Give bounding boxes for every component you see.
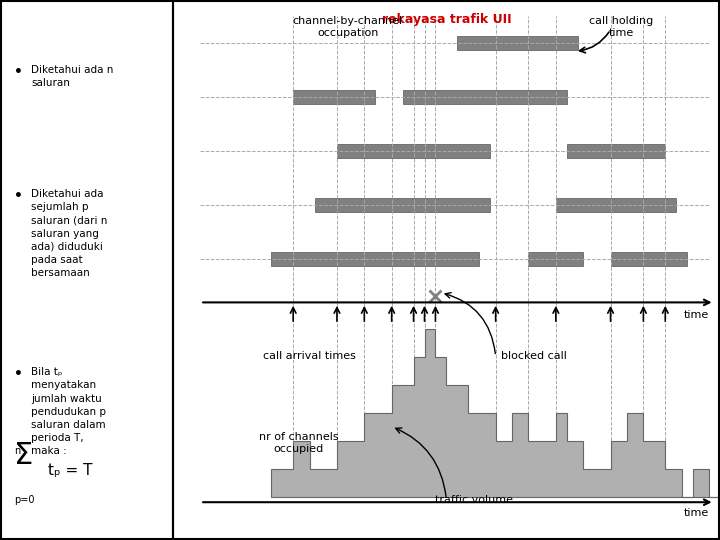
Text: n: n [14, 446, 20, 456]
Bar [556, 198, 676, 212]
Text: •: • [14, 189, 23, 203]
Bar [337, 144, 490, 158]
Text: channel-by-channel
occupation: channel-by-channel occupation [293, 16, 403, 38]
Text: call holding
time: call holding time [590, 16, 654, 38]
Bar [402, 90, 567, 104]
Polygon shape [271, 329, 720, 497]
Bar [528, 252, 583, 266]
Text: Bila tₚ
menyatakan
jumlah waktu
pendudukan p
saluran dalam
perioda T,
maka :: Bila tₚ menyatakan jumlah waktu penduduk… [31, 367, 106, 456]
Bar [611, 252, 687, 266]
Text: p=0: p=0 [14, 495, 35, 505]
Text: rekayasa trafik UII: rekayasa trafik UII [382, 14, 511, 26]
Text: •: • [14, 65, 23, 79]
Text: traffic volume: traffic volume [435, 495, 513, 505]
Bar [567, 144, 665, 158]
Text: •: • [14, 367, 23, 381]
Text: Diketahui ada n
saluran: Diketahui ada n saluran [31, 65, 114, 88]
Bar [457, 36, 577, 50]
Text: nr of channels
occupied: nr of channels occupied [259, 432, 338, 454]
Text: time: time [684, 508, 709, 518]
Text: call arrival times: call arrival times [264, 351, 356, 361]
Bar [315, 198, 490, 212]
Text: tₚ = T: tₚ = T [48, 463, 93, 478]
Text: Σ: Σ [14, 441, 33, 470]
Text: blocked call: blocked call [501, 351, 567, 361]
Bar [293, 90, 375, 104]
Text: Diketahui ada
sejumlah p
saluran (dari n
saluran yang
ada) diduduki
pada saat
be: Diketahui ada sejumlah p saluran (dari n… [31, 189, 107, 278]
Bar [271, 252, 480, 266]
Text: time: time [684, 310, 709, 321]
